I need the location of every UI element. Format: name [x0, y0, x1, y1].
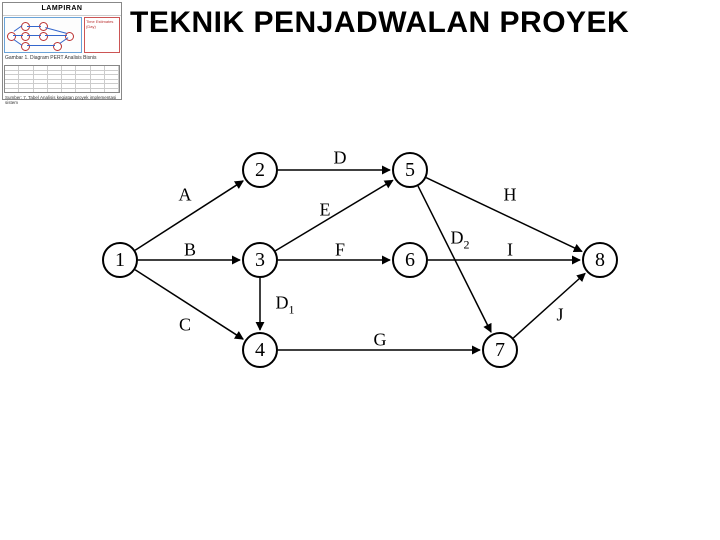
node-2: 2 — [242, 152, 278, 188]
edge-7-8 — [513, 273, 585, 338]
edge-label-J: J — [556, 305, 563, 326]
slide: LAMPIRAN Time Estimate — [0, 0, 720, 540]
edge-label-F: F — [335, 240, 345, 261]
edge-5-7 — [418, 186, 491, 332]
edge-label-E: E — [320, 200, 331, 221]
edge-label-G: G — [374, 330, 387, 351]
thumbnail-network — [4, 17, 82, 53]
node-3: 3 — [242, 242, 278, 278]
network-diagram: 1 2 3 4 5 6 7 8 A B C D EF D1 G H D2 I J — [100, 140, 660, 390]
node-8: 8 — [582, 242, 618, 278]
node-1: 1 — [102, 242, 138, 278]
thumbnail-table — [4, 65, 120, 93]
thumbnail-title: LAMPIRAN — [3, 3, 121, 16]
node-5: 5 — [392, 152, 428, 188]
page-title: TEKNIK PENJADWALAN PROYEK — [130, 6, 629, 40]
edge-label-C: C — [179, 315, 191, 336]
edge-label-H: H — [504, 185, 517, 206]
edge-label-D: D — [334, 148, 347, 169]
thumbnail-preview: LAMPIRAN Time Estimate — [2, 2, 122, 100]
node-7: 7 — [482, 332, 518, 368]
edge-label-A: A — [179, 185, 192, 206]
edge-label-I: I — [507, 240, 513, 261]
edge-label-D2: D2 — [451, 228, 470, 253]
edge-label-D1: D1 — [276, 293, 295, 318]
node-6: 6 — [392, 242, 428, 278]
node-4: 4 — [242, 332, 278, 368]
thumbnail-caption-2: Sumber: 7. Tabel Analisis kegiatan proye… — [3, 94, 121, 104]
thumbnail-legend: Time Estimates (Day) — [84, 17, 120, 53]
thumbnail-caption-1: Gambar 1. Diagram PERT Analisis Bisnis — [3, 54, 121, 64]
network-svg — [100, 140, 660, 390]
edge-label-B: B — [184, 240, 196, 261]
